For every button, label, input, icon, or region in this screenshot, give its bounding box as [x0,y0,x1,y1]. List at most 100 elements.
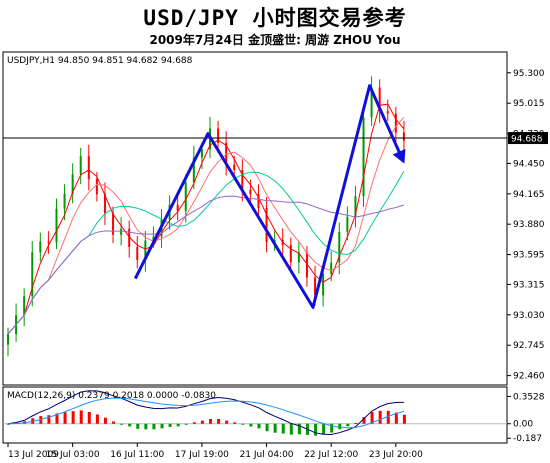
macd-panel-header: MACD(12,26,9) 0.2379 0.2018 0.0000 -0.08… [7,391,216,401]
price-tick-label: 94.730 [513,130,545,140]
macd-histogram-bar [362,417,366,424]
candle-body [23,296,26,316]
banner-title: USD/JPY 小时图交易参考 [143,6,407,30]
ma-long-line [7,195,405,335]
macd-histogram-bar [192,422,196,424]
macd-histogram-bar [257,423,261,429]
ma-slow-line [7,171,405,335]
macd-histogram-bar [128,423,132,427]
candle-body [63,193,66,209]
candle-body [402,132,405,141]
macd-histogram-bar [7,423,10,425]
candle-body [330,262,333,274]
time-tick-label: 13 Jul 2009 [8,450,59,460]
macd-histogram-bar [330,423,334,433]
macd-histogram-bar [378,410,382,424]
candle-body [217,128,220,143]
macd-histogram-bar [314,423,318,436]
candle-body [297,252,300,263]
macd-histogram-bar [184,423,188,425]
time-tick-label: 21 Jul 04:00 [240,450,294,460]
candle-body [55,208,58,243]
macd-histogram-bar [55,413,59,424]
trend-zigzag-line [133,84,404,309]
macd-histogram-bar [402,414,406,424]
current-price-label: 94.688 [511,135,543,145]
candle-body [322,273,325,296]
price-tick-label: 92.460 [513,372,545,382]
candle-body [176,204,179,211]
candle-body [87,156,90,180]
macd-histogram-bar [63,412,67,424]
macd-histogram-bar [103,417,107,424]
candle-body [31,252,34,297]
macd-histogram-bar [71,411,75,424]
macd-histogram-bar [289,423,293,435]
candle-body [144,240,147,260]
candle-body [386,111,389,114]
macd-histogram-bar [322,423,326,435]
macd-tick-label: 0.00 [513,420,533,430]
candle-body [394,113,397,133]
candle-body [362,117,365,197]
candle-body [152,236,155,241]
price-tick-label: 92.745 [513,341,545,351]
trend-arrowhead [392,148,406,164]
time-tick-label: 23 Jul 20:00 [369,450,423,460]
candle-body [39,241,42,253]
macd-histogram-bar [136,423,140,429]
candle-body [354,196,357,217]
macd-histogram-bar [152,423,156,430]
macd-histogram-bar [338,423,342,430]
candle-body [7,334,9,345]
macd-histogram-bar [297,423,301,435]
price-tick-label: 94.165 [513,190,545,200]
macd-histogram-bar [95,414,99,424]
candle-body [273,239,276,243]
macd-histogram-bar [386,410,390,424]
candle-body [47,241,50,243]
candle-body [378,87,381,112]
macd-main-line [7,390,404,436]
candle-body [338,231,341,263]
ma-mid-line [7,116,405,335]
macd-histogram-bar [225,420,229,424]
price-panel-header: USDJPY,H1 94.850 94.851 94.682 94.688 [7,56,193,66]
candle-body [103,194,106,214]
price-tick-label: 93.595 [513,251,545,261]
macd-histogram-bar [354,423,358,425]
current-price-marker [508,132,548,145]
candle-body [200,149,203,158]
candle-body [71,174,74,194]
macd-histogram-bar [249,423,253,427]
macd-panel-frame [2,386,508,444]
candle-body [241,169,244,190]
macd-histogram-bar [144,423,148,430]
macd-tick-label: 0.3528 [513,392,545,402]
macd-histogram-bar [47,415,51,424]
candle-body [305,252,308,278]
price-panel-frame [2,51,508,386]
candle-body [95,179,98,195]
macd-tick-label: -0.187 [513,434,542,444]
candle-body [370,87,373,118]
macd-histogram-bar [112,421,116,424]
price-tick-label: 95.015 [513,99,545,109]
macd-histogram-bar [241,423,245,425]
macd-histogram-bar [120,423,124,425]
macd-histogram-bar [79,410,83,424]
price-tick-label: 93.315 [513,280,545,290]
candle-body [233,164,236,170]
candle-body [346,216,349,232]
price-tick-label: 93.030 [513,311,545,321]
macd-histogram-bar [273,423,277,433]
candle-body [257,194,260,208]
macd-histogram-bar [394,412,398,424]
macd-histogram-bar [160,423,164,429]
price-tick-label: 95.300 [513,69,545,79]
time-tick-label: 17 Jul 19:00 [175,450,229,460]
macd-histogram-bar [209,418,212,424]
banner-subtitle: 2009年7月24日 金顶盛世: 周游 ZHOU You [149,33,401,47]
time-tick-label: 15 Jul 03:00 [46,450,100,460]
